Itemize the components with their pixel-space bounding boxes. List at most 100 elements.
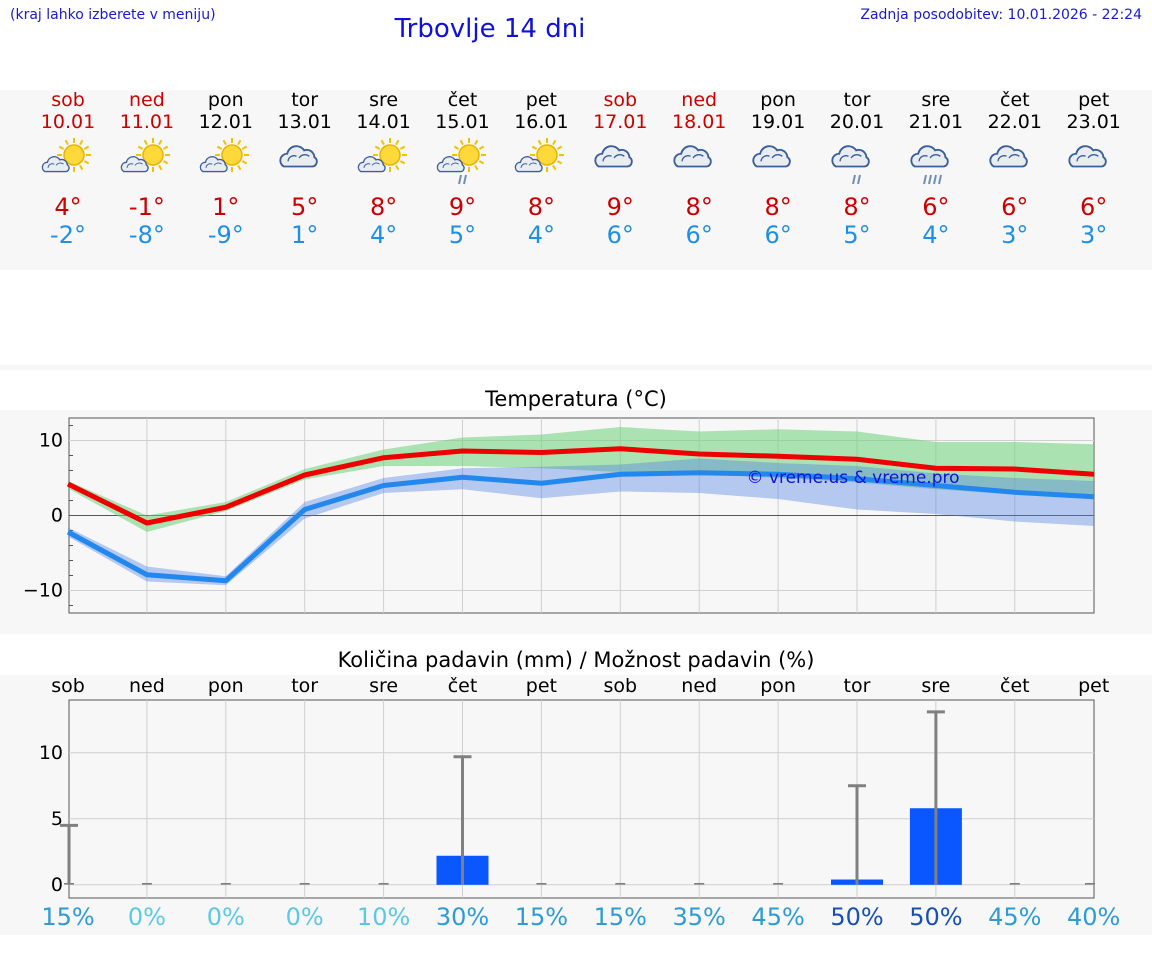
day-forecast: pon 12.01 1° -9° <box>186 89 266 249</box>
precip-probability: 45% <box>988 903 1042 931</box>
precip-probability: 15% <box>41 903 95 931</box>
day-name: pon <box>760 89 796 111</box>
day-date: 13.01 <box>277 111 332 133</box>
sun-cloud-icon <box>41 138 91 173</box>
sun-cloud-icon <box>120 138 170 173</box>
y-tick-label: 5 <box>51 808 63 830</box>
min-temperature: 6° <box>685 221 713 249</box>
precip-day-label: pon <box>207 675 244 697</box>
temperature-chart: −10 0 10 © vreme.us & vreme.pro <box>23 417 1095 614</box>
precip-day-label: sob <box>51 675 85 697</box>
day-forecast: pet 16.01 8° 4° <box>501 89 581 249</box>
day-forecast: pon 19.01 8° 6° <box>738 89 818 249</box>
temperature-chart-title: Temperatura (°C) <box>485 387 667 411</box>
sun-cloud-icon <box>199 138 249 173</box>
min-temperature: -2° <box>50 221 86 249</box>
max-temperature: -1° <box>128 193 165 221</box>
day-date: 16.01 <box>514 111 569 133</box>
day-forecast: tor 20.01 8° 5° <box>817 89 897 249</box>
max-temperature: 8° <box>764 193 792 221</box>
day-name: tor <box>843 89 871 111</box>
day-forecast: ned 18.01 8° 6° <box>659 89 739 249</box>
max-temperature: 4° <box>54 193 82 221</box>
max-temperature: 9° <box>606 193 634 221</box>
min-temperature: 4° <box>527 221 556 249</box>
cloudy-icon <box>1068 145 1107 168</box>
y-tick-label: 0 <box>51 505 63 527</box>
precip-probability: 0% <box>127 903 166 931</box>
sun-cloud-icon <box>515 138 565 173</box>
precip-probability: 10% <box>356 903 411 931</box>
day-forecast: čet 22.01 6° 3° <box>975 89 1055 249</box>
precip-day-label: sob <box>603 675 638 697</box>
day-forecast: pet 23.01 6° 3° <box>1054 89 1134 249</box>
watermark: © vreme.us & vreme.pro <box>746 468 959 488</box>
page-title: Trbovlje 14 dni <box>394 14 586 44</box>
precip-day-label: pon <box>760 675 796 697</box>
day-name: pet <box>525 89 557 111</box>
tmin-line <box>66 470 1095 584</box>
max-temperature: 8° <box>843 193 871 221</box>
day-name: sre <box>369 89 399 111</box>
precip-probability: 50% <box>909 903 963 931</box>
day-date: 18.01 <box>671 111 727 133</box>
precip-probability: 15% <box>593 903 647 931</box>
sun-cloud-rain-icon <box>436 138 486 185</box>
day-name: ned <box>128 89 165 111</box>
min-temperature: 5° <box>448 221 477 249</box>
precipitation-chart: 0 5 10 <box>39 699 1095 899</box>
max-temperature: 5° <box>291 193 319 221</box>
cloudy-icon <box>594 145 634 168</box>
day-date: 19.01 <box>750 111 806 133</box>
day-forecast: tor 13.01 5° 1° <box>265 89 345 249</box>
max-temperature: 8° <box>527 193 556 221</box>
precip-day-label: čet <box>1000 675 1030 697</box>
day-forecast: sre 14.01 8° 4° <box>344 89 424 249</box>
y-tick-label: 10 <box>39 742 63 764</box>
min-temperature: -9° <box>207 221 244 249</box>
day-name: sob <box>603 89 638 111</box>
day-date: 23.01 <box>1066 111 1121 133</box>
min-temperature: 3° <box>1080 221 1108 249</box>
day-forecast: sob 17.01 9° 6° <box>580 89 660 249</box>
precip-probability: 30% <box>435 903 490 931</box>
precip-probability: 0% <box>206 903 245 931</box>
max-temperature: 8° <box>685 193 713 221</box>
day-forecast: čet 15.01 9° 5° <box>423 89 503 249</box>
min-temperature: 6° <box>606 221 634 249</box>
cloudy-heavy-rain-icon <box>910 145 949 185</box>
day-name: sob <box>51 89 85 111</box>
day-date: 15.01 <box>435 111 490 133</box>
day-name: pon <box>207 89 244 111</box>
precip-day-label: pet <box>525 675 557 697</box>
precip-day-label: ned <box>681 675 718 697</box>
daily-forecast-strip <box>0 90 1152 270</box>
day-forecast: sob 10.01 4° -2° <box>28 89 108 249</box>
max-temperature: 6° <box>922 193 950 221</box>
day-name: čet <box>1000 89 1030 111</box>
min-temperature: -8° <box>128 221 165 249</box>
sun-cloud-icon <box>357 138 407 173</box>
min-temperature: 6° <box>764 221 792 249</box>
cloudy-icon <box>989 145 1028 168</box>
y-tick-label: 0 <box>51 874 63 896</box>
max-temperature: 8° <box>369 193 398 221</box>
day-name: čet <box>447 89 478 111</box>
y-tick-label: −10 <box>23 580 63 602</box>
max-temperature: 9° <box>448 193 477 221</box>
tmax-line <box>66 446 1095 526</box>
precip-day-label: sre <box>921 675 951 697</box>
day-date: 20.01 <box>829 111 885 133</box>
precip-probability: 35% <box>672 903 726 931</box>
divider <box>0 365 1152 370</box>
y-tick-label: 10 <box>39 430 63 452</box>
min-temperature: 4° <box>922 221 950 249</box>
last-updated: Zadnja posodobitev: 10.01.2026 - 22:24 <box>860 7 1142 23</box>
precip-day-label: ned <box>128 675 165 697</box>
day-date: 11.01 <box>119 111 175 133</box>
max-temperature: 6° <box>1080 193 1108 221</box>
precip-day-label: sre <box>369 675 399 697</box>
tmax-range-band <box>68 427 1094 532</box>
day-date: 17.01 <box>593 111 648 133</box>
day-date: 14.01 <box>356 111 411 133</box>
